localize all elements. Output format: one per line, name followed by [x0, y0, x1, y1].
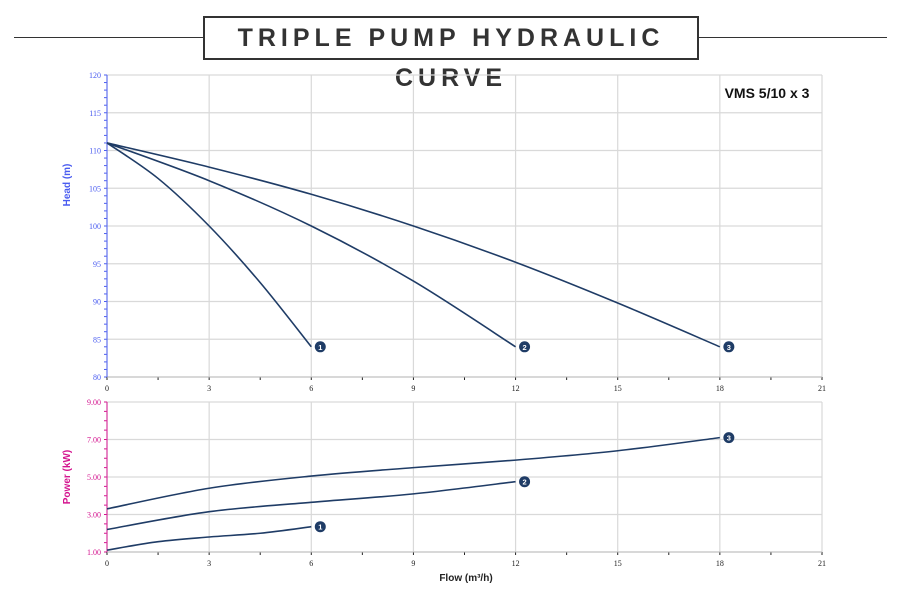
y-tick-label: 7.00: [87, 436, 101, 445]
curve-marker-label-2: 2: [522, 478, 526, 487]
y-tick-label: 110: [89, 147, 101, 156]
title-rule-left: [14, 37, 204, 38]
curve-marker-1: [314, 521, 326, 533]
x-tick-label: 21: [818, 559, 826, 568]
curve-2: [106, 142, 517, 348]
curve-1: [106, 525, 312, 551]
curve-marker-label-1: 1: [318, 343, 322, 352]
y-tick-label: 9.00: [87, 398, 101, 407]
curve-marker-2: [519, 341, 531, 353]
y-tick-label: 105: [89, 184, 101, 193]
y-tick-label: 120: [89, 71, 101, 80]
x-tick-label: 6: [309, 384, 313, 393]
y-tick-label: 80: [93, 373, 101, 382]
curve-marker-3: [723, 341, 735, 353]
x-tick-label: 15: [614, 384, 622, 393]
x-tick-label: 0: [105, 559, 109, 568]
x-tick-label: 3: [207, 559, 211, 568]
x-tick-label: 6: [309, 559, 313, 568]
curve-3: [106, 142, 721, 348]
curve-3: [106, 436, 720, 510]
x-tick-label: 15: [614, 559, 622, 568]
y-axis-label: Power (kW): [62, 450, 73, 504]
curve-marker-1: [314, 341, 326, 353]
curve-1: [106, 142, 312, 348]
curve-marker-label-2: 2: [522, 343, 526, 352]
curve-marker-label-1: 1: [318, 523, 322, 532]
x-tick-label: 3: [207, 384, 211, 393]
x-axis-label: Flow (m³/h): [439, 573, 492, 584]
curve-marker-2: [519, 476, 531, 488]
x-tick-label: 18: [716, 559, 724, 568]
curve-2: [106, 480, 516, 531]
curve-marker-3: [723, 432, 735, 444]
y-tick-label: 5.00: [87, 473, 101, 482]
y-tick-label: 85: [93, 335, 101, 344]
curve-marker-label-3: 3: [727, 343, 731, 352]
x-tick-label: 0: [105, 384, 109, 393]
x-tick-label: 12: [512, 384, 520, 393]
x-tick-label: 9: [411, 384, 415, 393]
title-rule-right: [695, 37, 887, 38]
x-tick-label: 21: [818, 384, 826, 393]
y-tick-label: 100: [89, 222, 101, 231]
y-tick-label: 3.00: [87, 511, 101, 520]
y-tick-label: 115: [89, 109, 101, 118]
y-tick-label: 95: [93, 260, 101, 269]
model-label: VMS 5/10 x 3: [725, 85, 810, 101]
page-title: TRIPLE PUMP HYDRAULIC CURVE: [203, 16, 699, 92]
x-tick-label: 18: [716, 384, 724, 393]
x-tick-label: 9: [411, 559, 415, 568]
y-tick-label: 1.00: [87, 548, 101, 557]
curve-marker-label-3: 3: [727, 434, 731, 443]
y-axis-label: Head (m): [62, 164, 73, 207]
x-tick-label: 12: [512, 559, 520, 568]
y-tick-label: 90: [93, 298, 101, 307]
